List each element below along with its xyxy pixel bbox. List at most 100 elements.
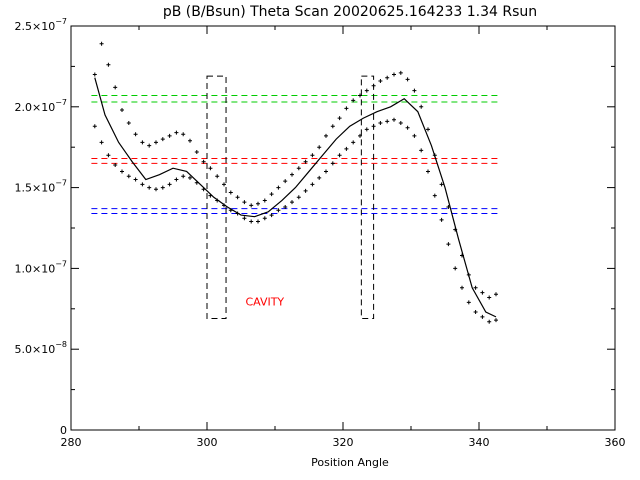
lower-scan-point-9 [154,187,158,192]
chart-title: pB (B/Bsun) Theta Scan 20020625.164233 1… [163,4,537,20]
upper-scan-point-41 [371,83,376,88]
upper-scan-point-58 [487,295,492,300]
lower-scan-point-41 [371,124,376,129]
lower-scan-point-38 [351,140,356,145]
lower-scan-point-29 [290,200,294,205]
lower-scan-point-1 [99,140,104,145]
cavity-annotation: CAVITY [245,296,284,309]
upper-scan-point-6 [133,132,138,137]
lower-scan-point-11 [167,182,172,187]
lower-scan-point-40 [364,127,369,132]
y-tick-label-0: 0 [60,424,67,437]
y-tick-label-2: 1.0×10−7 [14,259,67,275]
upper-scan-point-19 [222,182,226,187]
lower-scan-point-59 [494,318,498,323]
y-tick-label-3: 1.5×10−7 [14,179,67,195]
upper-scan-point-31 [303,159,308,164]
upper-scan-point-43 [385,75,390,80]
lower-scan-point-57 [480,314,485,319]
upper-scan-point-59 [494,292,498,297]
lower-scan-point-0 [92,124,97,129]
upper-scan-point-44 [392,72,396,77]
lower-scan-point-46 [405,125,410,130]
x-axis-label: Position Angle [311,456,389,469]
y-tick-label-5: 2.5×10−7 [14,17,67,33]
upper-scan-point-32 [310,153,315,158]
lower-scan-point-14 [188,175,192,180]
upper-scan-point-8 [147,143,152,148]
lower-scan-point-43 [385,119,390,124]
upper-scan-point-0 [92,72,97,77]
upper-scan-point-4 [120,108,124,113]
y-tick-mantissa-1: 5.0×10 [14,343,55,356]
upper-scan-point-35 [330,124,335,129]
axis-ticks: 280 300 320 340 36005.0×10−81.0×10−71.5×10−7… [14,17,625,449]
upper-scan-point-29 [290,172,294,177]
upper-scan-point-16 [201,159,206,164]
y-tick-mantissa-4: 2.0×10 [14,101,55,114]
lower-scan-point-54 [460,285,464,290]
upper-scan-point-34 [324,133,328,138]
upper-scan-point-27 [276,185,281,190]
upper-scan-point-21 [235,195,240,200]
upper-scan-point-48 [419,104,424,109]
lower-scan-point-45 [398,120,403,125]
fit-line [94,77,497,318]
lower-scan-point-33 [317,175,322,180]
lower-scan-point-58 [487,319,492,324]
y-tick-exponent-2: −7 [55,259,67,268]
x-tick-label-2: 320 [333,436,354,449]
upper-scan-point-9 [154,140,158,145]
y-tick-exponent-4: −7 [55,98,67,107]
lower-scan-point-52 [446,242,451,247]
upper-scan-point-11 [167,133,172,138]
upper-scan-point-12 [174,130,179,135]
lower-scan-point-49 [426,169,430,174]
upper-scan-point-38 [351,98,356,103]
upper-scan-point-18 [215,174,220,179]
y-tick-label-4: 2.0×10−7 [14,98,67,114]
lower-scan-point-35 [330,161,335,166]
lower-scan-point-53 [453,266,458,271]
lower-scan-point-28 [283,204,288,209]
cavity-region-box-1 [360,75,375,319]
lower-scan-point-51 [439,217,444,222]
y-tick-mantissa-3: 1.5×10 [14,182,55,195]
upper-scan-point-30 [296,166,301,171]
lower-scan-point-26 [269,213,274,218]
upper-scan-point-23 [249,203,254,208]
y-tick-mantissa-0: 0 [60,424,67,437]
lower-scan-point-6 [133,177,138,182]
upper-scan-point-36 [337,116,342,121]
upper-scan-point-33 [317,145,322,150]
upper-scan-point-28 [283,179,288,184]
x-tick-label-1: 300 [197,436,218,449]
lower-scan-point-12 [174,177,179,182]
upper-scan-point-24 [256,201,260,206]
y-tick-exponent-1: −8 [55,340,67,349]
x-tick-label-3: 340 [469,436,490,449]
upper-scan-point-47 [412,88,417,93]
lower-scan-point-55 [466,300,471,305]
upper-scan-point-39 [358,93,362,98]
upper-scan-point-26 [269,192,274,197]
lower-scan-point-50 [432,193,437,198]
lower-scan-point-5 [126,174,131,179]
y-tick-exponent-3: −7 [55,179,67,188]
y-tick-label-1: 5.0×10−8 [14,340,67,356]
upper-scan-point-17 [208,166,213,171]
lower-scan-point-13 [181,174,186,179]
lower-scan-point-31 [303,188,308,193]
lower-scan-point-24 [256,219,260,224]
lower-scan-point-37 [344,146,349,151]
lower-scan-point-34 [324,169,328,174]
upper-scan-point-2 [106,62,111,67]
lower-scan-point-32 [310,182,315,187]
upper-scan-point-37 [344,106,349,111]
x-tick-label-0: 280 [61,436,82,449]
lower-scan-point-7 [140,182,145,187]
lower-scan-point-2 [106,153,111,158]
lower-scan-point-10 [160,185,165,190]
